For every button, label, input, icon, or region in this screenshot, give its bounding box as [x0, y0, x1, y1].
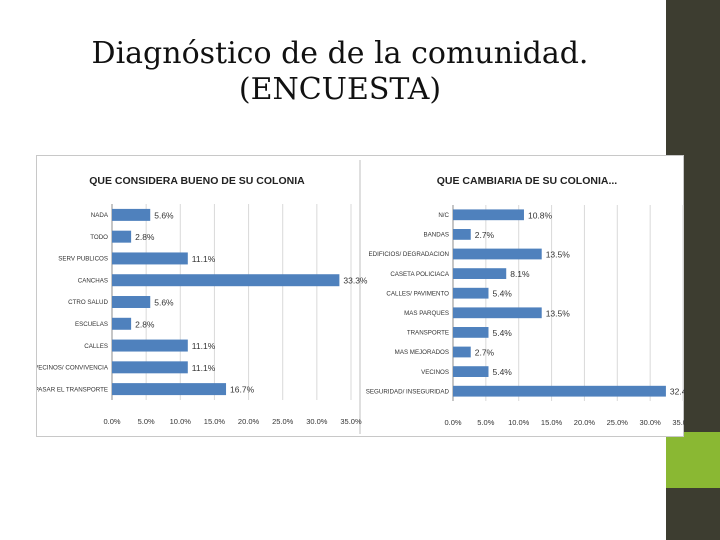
x-tick-label: 20.0% [574, 418, 596, 427]
title-line-2: (ENCUESTA) [238, 72, 442, 107]
title-line-1: Diagnóstico de de la comunidad. [91, 36, 589, 71]
bar [112, 383, 227, 396]
data-label: 2.8% [135, 232, 155, 242]
bar [112, 274, 340, 287]
data-label: 11.1% [192, 254, 216, 264]
category-label: MAS PARQUES [404, 310, 449, 317]
x-tick-label: 35.0% [672, 418, 685, 427]
category-label: PASAR EL TRANSPORTE [37, 386, 108, 393]
category-label: SEGURIDAD/ INSEGURIDAD [366, 388, 450, 395]
data-label: 8.1% [510, 269, 530, 279]
data-label: 5.4% [492, 289, 512, 299]
x-tick-label: 10.0% [170, 417, 192, 426]
x-tick-label: 20.0% [238, 417, 260, 426]
category-label: CALLES/ PAVIMENTO [386, 290, 449, 297]
x-tick-label: 30.0% [640, 418, 662, 427]
category-label: EDIFICIOS/ DEGRADACION [369, 251, 449, 258]
category-label: N/C [438, 212, 449, 219]
bar [453, 366, 489, 377]
data-label: 10.8% [528, 210, 553, 220]
category-label: CASETA POLICIACA [390, 271, 450, 278]
x-tick-label: 15.0% [541, 418, 563, 427]
category-label: MAS MEJORADOS [395, 349, 449, 356]
category-label: CANCHAS [78, 277, 108, 284]
slide-title: Diagnóstico de de la comunidad. (ENCUEST… [40, 36, 640, 108]
bar [453, 248, 542, 260]
bar [112, 208, 151, 221]
bar [453, 287, 489, 299]
x-tick-label: 25.0% [607, 418, 629, 427]
category-label: VECINOS [421, 369, 449, 376]
chart-title: QUE CONSIDERA BUENO DE SU COLONIA [89, 175, 305, 187]
bar [112, 361, 188, 374]
data-label: 2.8% [135, 319, 155, 329]
bar [453, 327, 489, 338]
data-label: 13.5% [546, 250, 571, 260]
bar [453, 346, 471, 358]
chart-title: QUE CAMBIARIA DE SU COLONIA... [437, 175, 618, 187]
data-label: 5.4% [492, 367, 512, 377]
data-label: 32.4% [670, 387, 685, 397]
data-label: 5.4% [492, 328, 512, 338]
data-label: 2.7% [475, 230, 495, 240]
charts-canvas: QUE CONSIDERA BUENO DE SU COLONIA 0.0% 5.0… [37, 160, 685, 434]
x-tick-label: 10.0% [508, 418, 530, 427]
x-tick-label: 5.0% [477, 418, 494, 427]
data-label: 5.6% [154, 210, 174, 220]
x-tick-label: 35.0% [340, 417, 362, 426]
data-label: 11.1% [192, 363, 216, 373]
x-tick-label: 0.0% [444, 418, 461, 427]
category-label: CALLES [84, 343, 108, 350]
data-label: 2.7% [475, 348, 495, 358]
bar [453, 209, 524, 221]
x-tick-label: 15.0% [204, 417, 226, 426]
category-label: TRANSPORTE [407, 330, 449, 337]
bar [453, 268, 507, 279]
bar [112, 339, 188, 352]
category-label: CTRO SALUD [68, 299, 108, 306]
bar [453, 385, 666, 397]
bar [112, 252, 188, 265]
data-label: 11.1% [192, 341, 216, 351]
bar [112, 230, 132, 243]
bar [112, 317, 132, 330]
bar [453, 229, 471, 240]
category-label: ESCUELAS [75, 321, 108, 328]
category-label: VECINOS/ CONVIVENCIA [37, 365, 109, 372]
bar [112, 296, 151, 308]
category-label: TODO [90, 234, 108, 241]
data-label: 16.7% [230, 385, 255, 395]
x-tick-label: 5.0% [138, 417, 155, 426]
accent-block [666, 432, 720, 488]
data-label: 13.5% [546, 308, 571, 318]
category-label: BANDAS [424, 232, 449, 239]
x-tick-label: 0.0% [103, 417, 120, 426]
charts-frame: QUE CONSIDERA BUENO DE SU COLONIA 0.0% 5.0… [36, 155, 685, 437]
category-label: SERV PUBLICOS [58, 256, 108, 263]
x-tick-label: 30.0% [306, 417, 328, 426]
data-label: 33.3% [343, 276, 368, 286]
data-label: 5.6% [154, 298, 174, 308]
x-tick-label: 25.0% [272, 417, 294, 426]
category-label: NADA [91, 212, 109, 219]
bar [453, 307, 542, 319]
